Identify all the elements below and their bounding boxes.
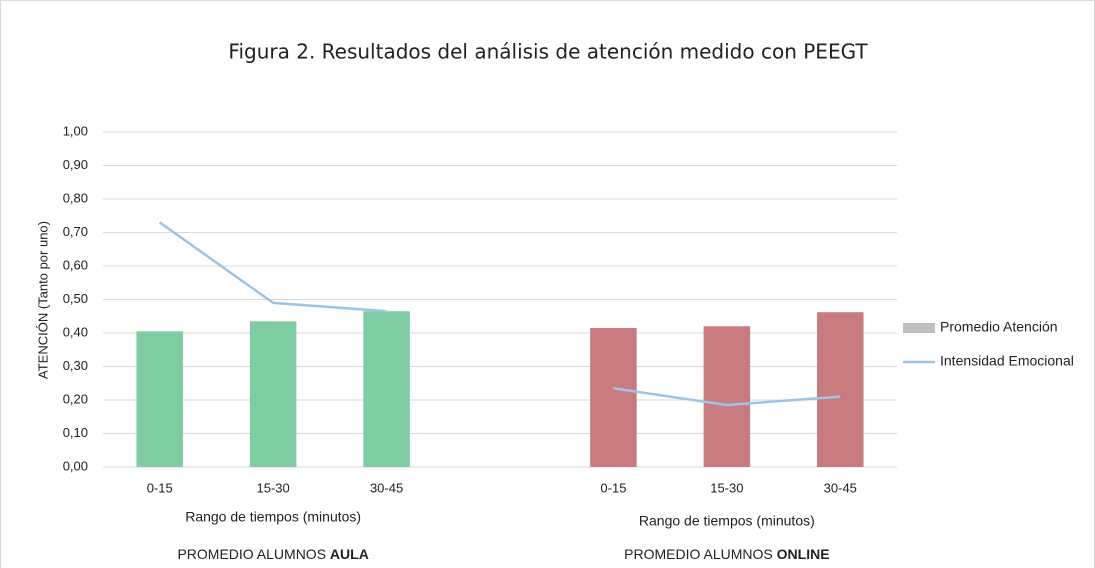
y-tick-label: 0,60 [63,257,88,272]
bar [590,327,637,467]
y-tick-label: 0,80 [63,190,88,205]
y-tick-label: 0,30 [63,358,88,373]
group-axis-label: Rango de tiempos (minutos) [185,509,361,525]
x-tick-label: 15-30 [257,480,290,495]
y-tick-label: 0,50 [63,291,88,306]
group-axis-label: Rango de tiempos (minutos) [639,513,815,529]
bar [249,321,297,467]
y-tick-label: 0,00 [63,458,88,473]
y-tick-label: 1,00 [63,123,88,138]
bar [703,326,751,467]
legend-swatch [903,323,935,333]
legend-label: Intensidad Emocional [940,353,1074,369]
bar [363,311,410,467]
group-label-text: PROMEDIO ALUMNOS [177,546,329,562]
y-tick-label: 0,20 [63,391,88,406]
x-tick-label: 0-15 [147,480,173,495]
y-tick-label: 0,10 [63,425,88,440]
legend-label: Promedio Atención [940,319,1058,335]
group-label: PROMEDIO ALUMNOS AULA [177,546,368,562]
y-tick-label: 0,40 [63,324,88,339]
y-tick-label: 0,70 [63,224,88,239]
x-tick-label: 30-45 [370,480,403,495]
bar [817,312,864,467]
x-tick-label: 30-45 [824,480,857,495]
group-label: PROMEDIO ALUMNOS ONLINE [624,546,829,562]
x-tick-label: 0-15 [600,480,626,495]
group-label-text: PROMEDIO ALUMNOS [624,546,776,562]
group-label-bold: AULA [330,546,369,562]
x-tick-label: 15-30 [710,480,743,495]
bar [136,331,183,467]
group-label-bold: ONLINE [777,546,830,562]
y-tick-label: 0,90 [63,157,88,172]
y-axis-label: ATENCIÓN (Tanto por uno) [35,221,50,379]
chart-title: Figura 2. Resultados del análisis de ate… [228,40,868,64]
line [158,221,841,407]
